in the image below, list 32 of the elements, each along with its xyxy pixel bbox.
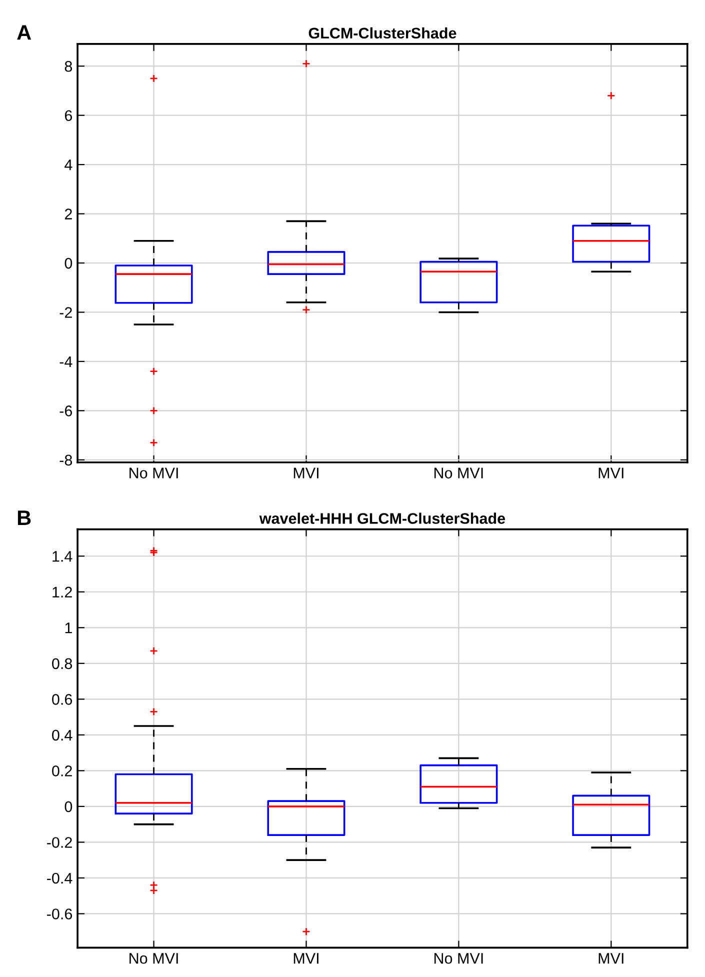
y-tick-label: 0.6 — [52, 694, 72, 705]
y-tick-label: 6 — [64, 110, 72, 122]
x-tick-label: MVI — [294, 468, 318, 478]
y-tick-label: 0 — [64, 258, 72, 269]
text: B — [18, 510, 31, 525]
x-tick-label: MVI — [598, 468, 624, 478]
x-tick-label: MVI — [598, 953, 624, 964]
y-tick-label: 1.2 — [52, 586, 72, 598]
y-tick-label: -6 — [60, 406, 72, 416]
y-tick-label: -8 — [60, 454, 72, 466]
y-tick-label: 0 — [64, 801, 72, 812]
y-tick-label: 8 — [64, 60, 72, 72]
y-tick-label: -0.4 — [47, 872, 72, 884]
y-tick-label: -2 — [60, 307, 72, 318]
y-tick-label: 1 — [65, 622, 72, 634]
y-tick-label: 0.8 — [52, 658, 72, 670]
y-tick-label: 4 — [64, 160, 72, 170]
y-tick-label: -4 — [60, 356, 72, 367]
x-tick-label: No MVI — [434, 953, 483, 964]
chart-title: wavelet-HHH GLCM-ClusterShade — [259, 512, 506, 524]
y-tick-label: 0.4 — [52, 730, 72, 741]
y-tick-label: -0.2 — [47, 837, 72, 848]
y-tick-label: 1.4 — [52, 551, 72, 562]
x-tick-label: MVI — [294, 953, 318, 964]
y-tick-label: 2 — [64, 208, 72, 220]
x-tick-label: No MVI — [130, 468, 178, 478]
y-tick-label: 0.2 — [52, 766, 72, 776]
x-tick-label: No MVI — [434, 468, 483, 478]
text: A — [17, 25, 32, 40]
y-tick-label: -0.6 — [47, 908, 72, 920]
chart-title: GLCM-ClusterShade — [308, 27, 456, 39]
x-tick-label: No MVI — [130, 953, 178, 964]
